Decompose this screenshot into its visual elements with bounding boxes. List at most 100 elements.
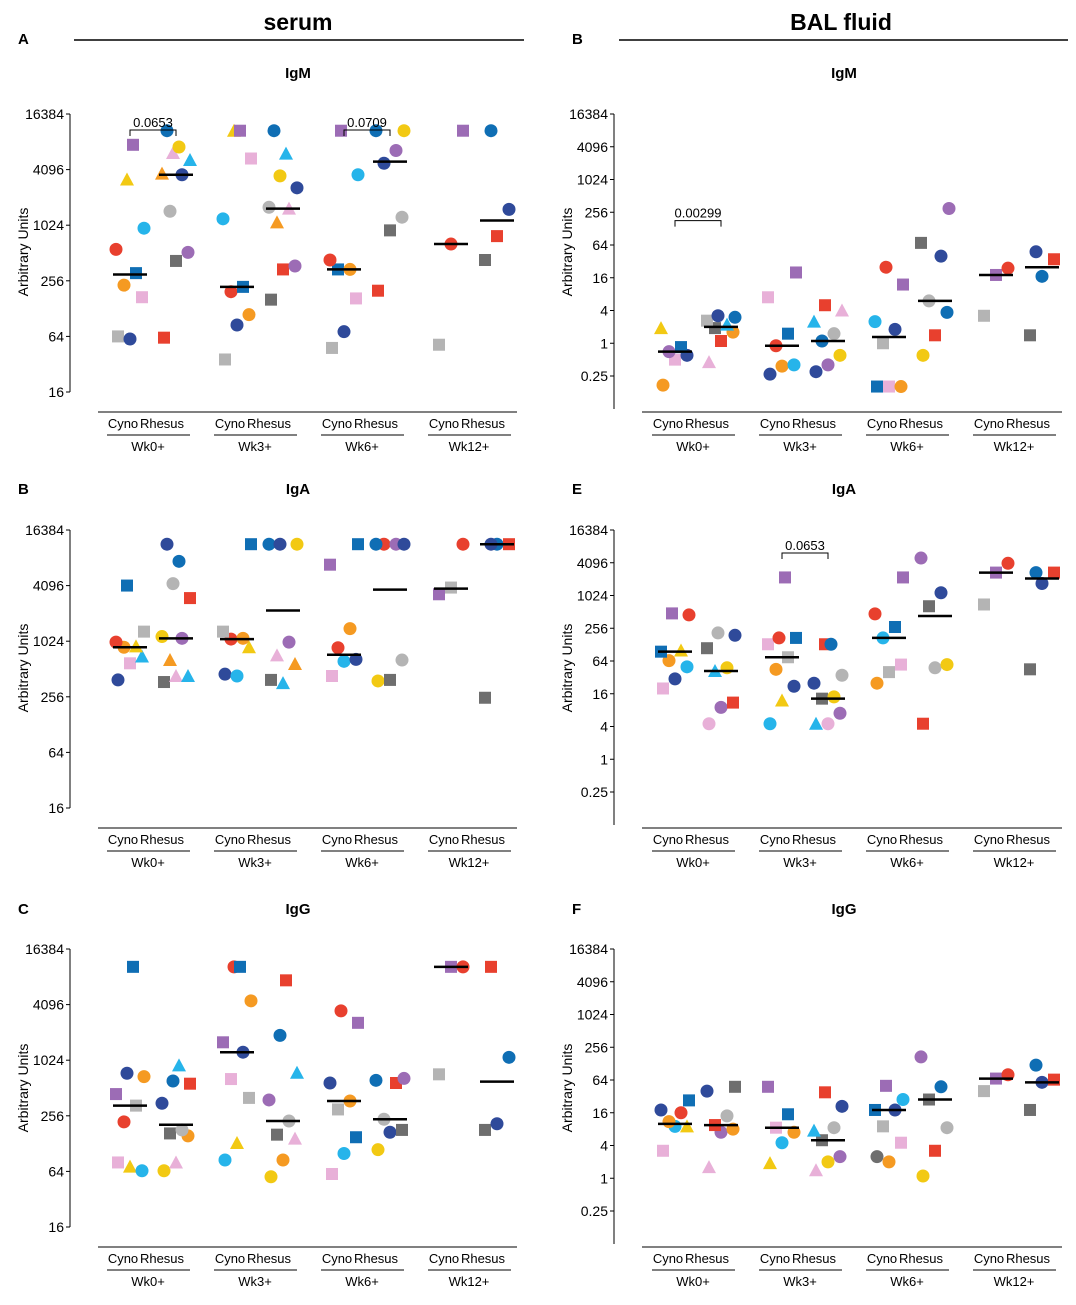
data-point-triangle	[276, 676, 290, 690]
panel-title: IgM	[285, 65, 311, 82]
data-point-circle	[395, 653, 409, 667]
species-label-cyno: Cyno	[653, 1251, 683, 1266]
y-tick-label: 4	[600, 303, 608, 319]
data-point-circle	[163, 204, 177, 218]
data-point-circle	[714, 700, 728, 714]
data-point-square	[121, 579, 133, 592]
y-tick-label: 256	[585, 620, 609, 636]
data-point-square	[871, 380, 883, 393]
data-point-square	[326, 341, 338, 354]
panel-B-serum-iga: B IgA Arbitrary Units 16 64 256 1024 4096 163…	[15, 481, 517, 870]
data-point-square	[923, 600, 935, 613]
data-point-circle	[331, 641, 345, 655]
species-label-cyno: Cyno	[760, 416, 790, 431]
week-label: Wk0+	[676, 439, 710, 454]
y-tick-label: 1024	[577, 588, 608, 604]
data-point-square	[929, 329, 941, 342]
data-point-circle	[276, 1153, 290, 1167]
species-label-cyno: Cyno	[108, 416, 138, 431]
species-label-cyno: Cyno	[867, 1251, 897, 1266]
data-point-circle	[827, 327, 841, 341]
data-point-circle	[323, 1076, 337, 1090]
data-point-square	[819, 1086, 831, 1099]
y-tick-label: 16384	[569, 522, 608, 538]
data-point-triangle	[680, 1119, 694, 1133]
week-label: Wk3+	[783, 439, 817, 454]
species-label-cyno: Cyno	[108, 832, 138, 847]
y-tick-label: 64	[592, 1072, 608, 1088]
y-tick-label: 1	[600, 751, 608, 767]
data-point-circle	[273, 537, 287, 551]
data-point-circle	[674, 1106, 688, 1120]
data-point-square	[350, 292, 362, 305]
y-tick-label: 64	[48, 1163, 64, 1179]
data-point-square	[350, 1131, 362, 1144]
data-point-circle	[656, 378, 670, 392]
data-point-circle	[137, 221, 151, 235]
data-point-triangle	[123, 1159, 137, 1173]
data-point-square	[1024, 1103, 1036, 1116]
y-tick-label: 1024	[577, 172, 608, 188]
data-point-circle	[337, 1147, 351, 1161]
data-point-triangle	[763, 1156, 777, 1170]
data-point-triangle	[135, 649, 149, 663]
data-point-circle	[870, 676, 884, 690]
week-label: Wk6+	[345, 1274, 379, 1289]
data-point-square	[729, 1080, 741, 1093]
week-label: Wk6+	[890, 439, 924, 454]
data-point-square	[217, 1036, 229, 1049]
data-point-circle	[343, 622, 357, 636]
panel-letter: B	[572, 31, 583, 48]
comparison-bracket	[343, 129, 391, 136]
panel-letter: A	[18, 31, 29, 48]
data-point-square	[897, 278, 909, 291]
species-label-cyno: Cyno	[653, 832, 683, 847]
data-point-square	[895, 658, 907, 671]
data-point-circle	[262, 1093, 276, 1107]
data-point-triangle	[181, 669, 195, 683]
data-point-circle	[389, 143, 403, 157]
data-point-square	[683, 1094, 695, 1107]
data-point-circle	[934, 249, 948, 263]
species-label-cyno: Cyno	[215, 1251, 245, 1266]
data-point-circle	[166, 577, 180, 591]
data-point-circle	[242, 308, 256, 322]
data-point-square	[335, 124, 347, 137]
y-axis-label: Arbitrary Units	[559, 208, 575, 297]
data-point-circle	[371, 1143, 385, 1157]
data-point-triangle	[230, 1135, 244, 1149]
data-point-square	[457, 124, 469, 137]
data-point-triangle	[169, 669, 183, 683]
data-point-square	[883, 666, 895, 679]
species-label-cyno: Cyno	[867, 416, 897, 431]
data-point-square	[324, 558, 336, 571]
data-point-circle	[383, 1125, 397, 1139]
data-point-circle	[371, 674, 385, 688]
data-point-circle	[833, 348, 847, 362]
data-point-circle	[914, 1050, 928, 1064]
data-point-circle	[775, 1136, 789, 1150]
data-point-circle	[1001, 556, 1015, 570]
data-point-circle	[369, 537, 383, 551]
data-point-square	[657, 1144, 669, 1157]
data-point-square	[352, 1016, 364, 1029]
data-point-circle	[835, 668, 849, 682]
data-point-square	[326, 1167, 338, 1180]
data-point-circle	[109, 635, 123, 649]
data-point-circle	[1029, 566, 1043, 580]
data-point-circle	[288, 259, 302, 273]
panel-title: IgA	[286, 481, 310, 498]
data-point-square	[433, 1068, 445, 1081]
data-point-triangle	[674, 643, 688, 657]
data-point-square	[184, 1077, 196, 1090]
data-point-triangle	[809, 716, 823, 730]
panel-F: F IgG Arbitrary Units 0.25 1 4 16 64 256 1024 4…	[559, 901, 1062, 1289]
week-label: Wk6+	[345, 855, 379, 870]
data-point-circle	[109, 242, 123, 256]
data-point-square	[326, 670, 338, 683]
y-tick-label: 16	[592, 270, 608, 286]
species-label-rhesus: Rhesus	[247, 832, 292, 847]
data-point-square	[280, 974, 292, 987]
week-label: Wk3+	[238, 1274, 272, 1289]
data-point-square	[762, 638, 774, 651]
